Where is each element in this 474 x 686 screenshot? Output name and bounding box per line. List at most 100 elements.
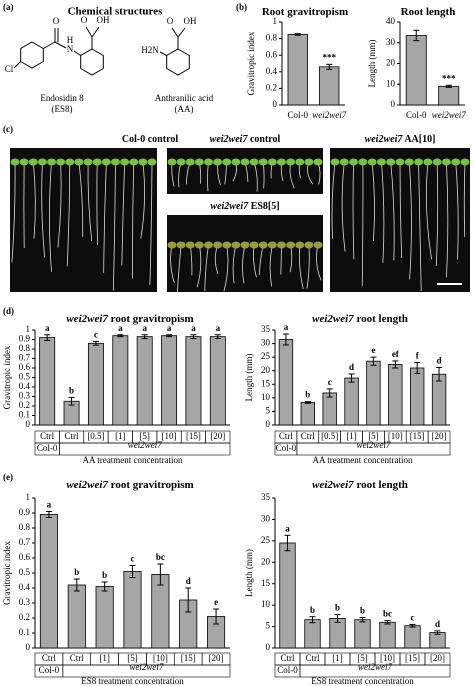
bar: [209, 336, 226, 426]
bar: [304, 619, 321, 649]
significance-label: b: [69, 386, 74, 396]
bar: [185, 336, 202, 426]
y-tick-label: 0.7: [19, 353, 31, 363]
root: [112, 161, 116, 291]
significance-label: f: [416, 351, 420, 361]
bar: [354, 619, 371, 649]
seedling: [386, 158, 396, 166]
group-label: wei2wei7: [128, 440, 162, 450]
chart-title: Root length: [401, 6, 456, 18]
root: [455, 161, 459, 260]
seedling: [267, 241, 277, 249]
atom-label: O: [167, 16, 174, 26]
significance-label: ef: [392, 349, 400, 359]
photo: [167, 148, 323, 194]
root: [408, 161, 412, 280]
seedling: [349, 158, 359, 166]
bar: [123, 571, 142, 649]
seedling: [313, 241, 323, 249]
bar: [429, 632, 446, 649]
x-tick-label: [5]: [357, 653, 368, 663]
bar: [405, 35, 427, 106]
chart-title: wei2wei7 root gravitropism: [66, 479, 193, 491]
photo-strain: wei2wei7: [365, 134, 404, 145]
photo-strain: Col-0: [122, 134, 145, 145]
significance-label: a: [191, 323, 196, 333]
title-text: Root length: [401, 6, 456, 18]
bar: [329, 618, 346, 649]
y-tick-label: 5: [266, 621, 271, 631]
seedling: [404, 158, 414, 166]
atom-label: H2N: [141, 45, 159, 55]
seedling: [194, 241, 204, 249]
significance-label: a: [45, 323, 50, 333]
group-label: wei2wei7: [356, 440, 390, 450]
photo-condition: ES8[5]: [251, 201, 280, 212]
bar: [67, 584, 86, 649]
significance-label: bc: [156, 552, 165, 562]
seedling: [258, 241, 268, 249]
panel-label: (c): [3, 124, 13, 134]
y-tick-label: 25: [261, 535, 271, 545]
y-axis-label: Gravitropic index: [246, 31, 256, 95]
seedling: [110, 158, 120, 166]
root: [463, 161, 466, 237]
x-tick-label: [5]: [368, 431, 379, 441]
seedling: [367, 158, 377, 166]
seedling: [295, 241, 305, 249]
seedling: [423, 158, 433, 166]
seedling: [28, 158, 38, 166]
group-label: wei2wei7: [358, 662, 392, 672]
photo-strain: wei2wei7: [210, 134, 249, 145]
seedling: [37, 158, 47, 166]
x-tick-label: [20]: [430, 653, 445, 663]
seedling: [231, 158, 241, 166]
seedling: [129, 158, 139, 166]
seedling: [240, 241, 250, 249]
significance-label: ***: [323, 52, 337, 62]
seedling: [432, 158, 442, 166]
y-tick-label: 0.2: [19, 400, 30, 410]
root: [381, 161, 385, 263]
y-tick-label: 20: [261, 556, 271, 566]
significance-label: c: [328, 377, 332, 387]
seedling: [167, 158, 177, 166]
root: [204, 244, 209, 292]
y-tick-label: 0.1: [19, 627, 30, 637]
compound-name: Anthranilic acid: [155, 93, 214, 103]
seedling: [65, 158, 75, 166]
x-tick-label: [1]: [115, 431, 126, 441]
root: [352, 161, 355, 260]
atom-label: H: [67, 35, 74, 45]
significance-label: d: [435, 619, 440, 629]
root: [399, 161, 403, 258]
photo-condition: control: [148, 134, 179, 145]
compound-abbr: (ES8): [52, 104, 73, 114]
bar: [39, 514, 58, 649]
x-tick-label: [5]: [127, 653, 138, 663]
x-axis-label: ES8 treatment concentration: [311, 676, 414, 686]
seedling: [19, 158, 29, 166]
y-tick-label: 0.2: [266, 82, 277, 92]
root: [418, 161, 422, 292]
y-tick-label: 0: [266, 642, 271, 652]
seedling: [185, 158, 195, 166]
root: [196, 244, 202, 288]
title-strain: wei2wei7: [312, 313, 354, 325]
bar: [287, 34, 308, 106]
seedling: [286, 158, 296, 166]
chemical-structures: [13, 26, 190, 76]
significance-label: d: [349, 362, 354, 372]
root: [176, 244, 182, 293]
title-text: root gravitropism: [111, 479, 194, 491]
significance-label: b: [360, 606, 365, 616]
bar: [404, 625, 421, 649]
seedling: [267, 158, 277, 166]
group-box: [62, 664, 231, 678]
root: [140, 161, 145, 239]
x-tick-label: Ctrl: [305, 653, 320, 663]
bar: [319, 66, 340, 106]
seedling: [47, 158, 57, 166]
x-tick-label: [15]: [181, 653, 196, 663]
x-tick-label: [0.5]: [321, 431, 338, 441]
